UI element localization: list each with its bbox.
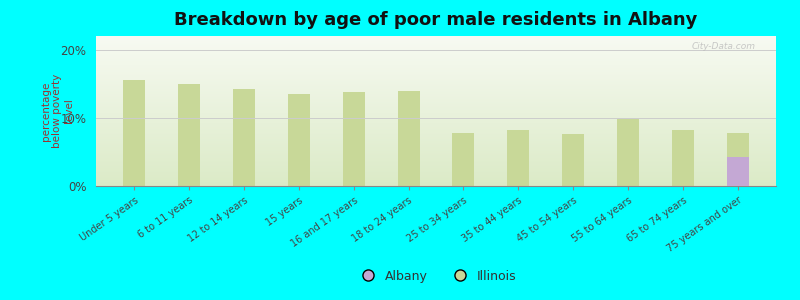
Legend: Albany, Illinois: Albany, Illinois bbox=[350, 265, 522, 288]
Text: City-Data.com: City-Data.com bbox=[691, 42, 755, 51]
Bar bbox=[617, 119, 639, 186]
Bar bbox=[123, 80, 146, 186]
Bar bbox=[507, 130, 530, 186]
Bar bbox=[562, 134, 584, 186]
Bar bbox=[726, 133, 749, 186]
Bar bbox=[398, 91, 419, 186]
Y-axis label: percentage
below poverty
level: percentage below poverty level bbox=[41, 74, 74, 148]
Bar bbox=[342, 92, 365, 186]
Bar bbox=[233, 89, 255, 186]
Bar bbox=[453, 133, 474, 186]
Title: Breakdown by age of poor male residents in Albany: Breakdown by age of poor male residents … bbox=[174, 11, 698, 29]
Bar bbox=[178, 84, 200, 186]
Bar bbox=[672, 130, 694, 186]
Bar bbox=[288, 94, 310, 186]
Bar bbox=[726, 158, 749, 186]
